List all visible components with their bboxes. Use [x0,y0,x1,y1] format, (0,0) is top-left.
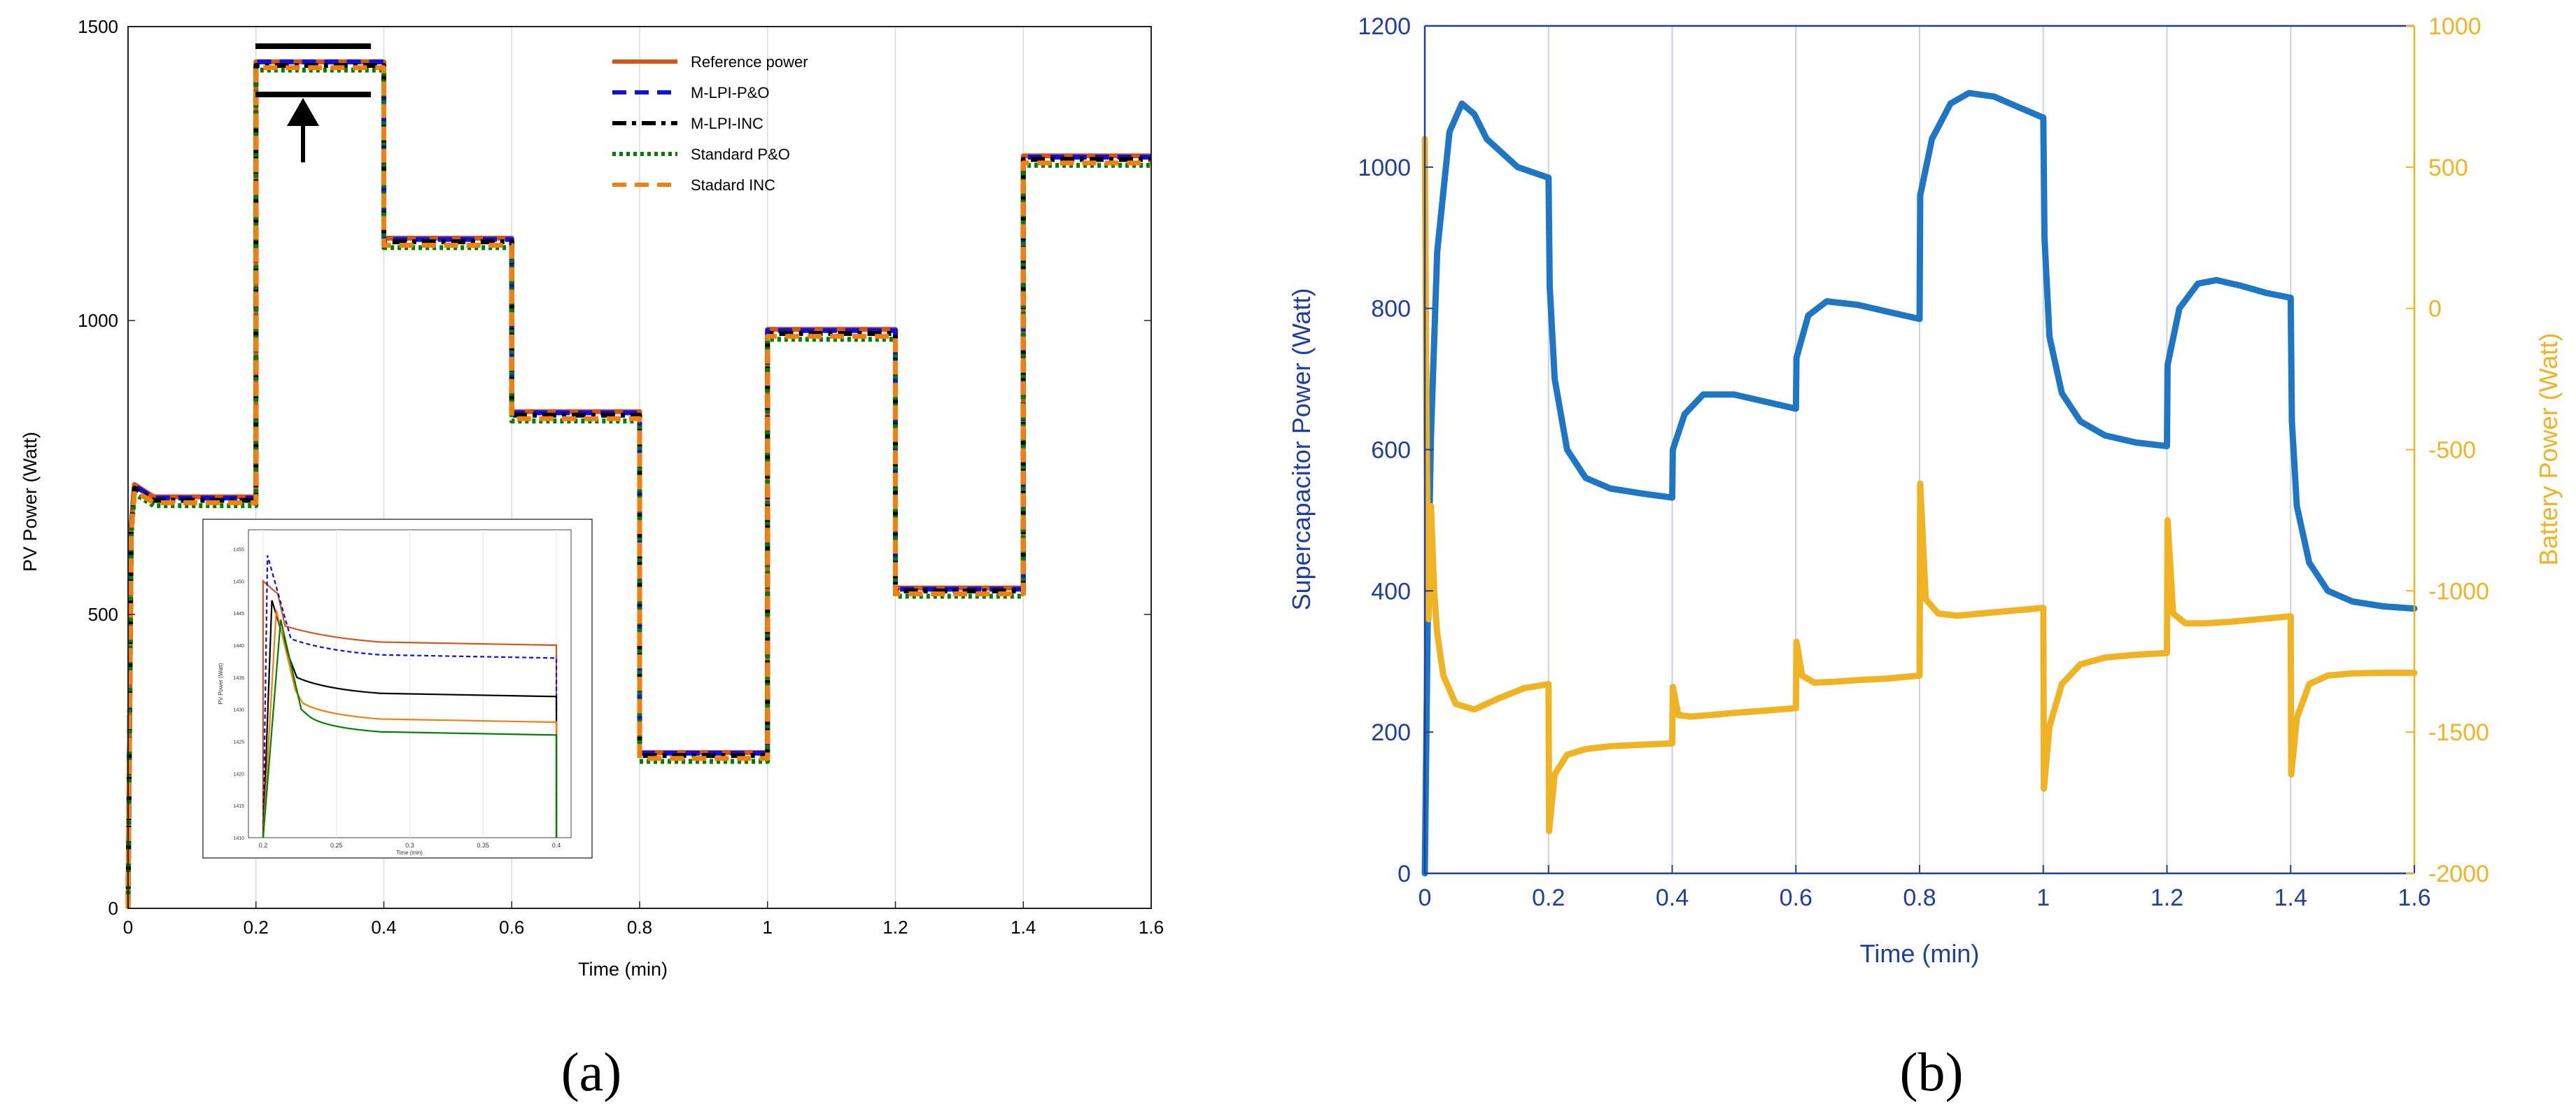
b-ylabel-left: Supercapacitor Power (Watt) [1287,288,1316,611]
a-xtick-label: 1.4 [1011,917,1036,938]
a-ytick-label: 500 [88,604,118,625]
a-xtick-label: 0.6 [499,917,524,938]
inset-ytick-label: 1450 [233,579,244,584]
inset-ylabel: PV Power (Watt) [218,663,224,705]
inset-ytick-label: 1425 [233,740,244,745]
a-xlabel: Time (min) [578,959,668,980]
zoom-annotation [255,43,371,162]
a-xtick-label: 0.2 [244,917,269,938]
inset-ytick-label: 1430 [233,708,244,713]
b-series-line-supercapacitor-power [1421,90,2418,877]
inset-series-line-m-lpi-p-o [262,555,558,838]
a-xtick-label: 1.6 [1139,917,1164,938]
b-xtick-label: 0.2 [1532,885,1565,911]
legend-label: Stadard INC [691,176,775,194]
inset-xtick-label: 0.3 [405,842,414,849]
a-ytick-label: 0 [108,898,118,919]
a-ytick-label: 1500 [78,16,118,37]
b-ytick-label-right: -500 [2428,437,2476,464]
legend-entry-m-lpi-inc: M-LPI-INC [612,115,763,132]
b-ytick-label-left: 1200 [1358,13,1411,40]
legend-entry-reference-power: Reference power [612,53,808,71]
b-ytick-label-right: 500 [2428,155,2468,181]
b-xtick-label: 0.6 [1780,885,1813,911]
inset-ytick-label: 1455 [233,548,244,553]
inset-xtick-label: 0.2 [259,842,268,849]
a-xtick-label: 1 [763,917,773,938]
b-ytick-label-left: 800 [1371,296,1411,323]
a-xtick-label: 0.4 [371,917,396,938]
panel-a-label: (a) [561,1041,622,1102]
panel-b-label: (b) [1900,1041,1964,1102]
inset-xtick-label: 0.35 [477,842,490,849]
inset-ytick-label: 1415 [233,804,244,809]
a-xtick-label: 1.2 [882,917,908,938]
b-ytick-label-right: -1000 [2428,578,2489,605]
b-xlabel: Time (min) [1860,939,1980,968]
a-ticks: 0 0.2 0.4 0.6 0.8 1 1.2 1.4 1.6 0 500 1000 1500 [78,16,1164,938]
panel-b: 0 0.2 0.4 0.6 0.8 1 1.2 1.4 1.6 0 200 400 600 800 1000… [1287,13,2563,1102]
b-ytick-label-left: 0 [1398,861,1411,887]
inset-series-line-reference-power [262,579,558,838]
b-ytick-label-left: 600 [1371,437,1411,464]
a-xtick-label: 0 [123,917,133,938]
b-xtick-label: 0 [1419,885,1432,911]
inset-ytick-label: 1440 [233,644,244,649]
b-ytick-label-right: -2000 [2428,861,2489,887]
b-xtick-label: 1.2 [2151,885,2183,911]
legend-label: Reference power [691,53,808,71]
b-ylabel-right: Battery Power (Watt) [2534,333,2563,566]
a-legend: Reference power M-LPI-P&O M-LPI-INC Stan… [612,53,808,194]
a-series-line-standard-p-o [125,67,1151,909]
inset-series-group [262,555,558,838]
b-xtick-label: 1.6 [2398,885,2430,911]
panel-a: 0 0.2 0.4 0.6 0.8 1 1.2 1.4 1.6 0 500 1000 1500 Refe… [20,16,1164,1102]
a-ytick-label: 1000 [78,310,118,331]
inset-series-line-m-lpi-inc [262,600,558,838]
b-series-group [1421,90,2418,877]
b-ytick-label-right: 0 [2428,296,2442,323]
inset-ytick-label: 1445 [233,612,244,617]
inset-ytick-label: 1420 [233,772,244,777]
a-inset: 0.2 0.25 0.3 0.35 0.4 1410 1415 1420 1425 1430 143… [202,519,593,859]
b-ytick-label-left: 400 [1371,578,1411,605]
legend-label: M-LPI-P&O [691,84,769,101]
b-ticks: 0 0.2 0.4 0.6 0.8 1 1.2 1.4 1.6 0 200 400 600 800 1000… [1358,13,2489,911]
a-series-line-stadard-inc [125,65,1151,909]
legend-entry-stadard-inc: Stadard INC [612,176,775,194]
b-ytick-label-left: 200 [1371,719,1411,746]
b-xtick-label: 1 [2036,885,2050,911]
legend-label: Standard P&O [691,146,790,163]
a-series-group [125,59,1151,909]
legend-label: M-LPI-INC [691,115,763,132]
a-ylabel: PV Power (Watt) [20,432,41,572]
inset-ytick-label: 1410 [233,836,244,841]
b-series-line-battery-power [1421,136,2418,834]
inset-series-line-standard-p-o [262,619,558,838]
b-xtick-label: 1.4 [2274,885,2307,911]
b-ytick-label-right: 1000 [2428,13,2482,40]
b-xtick-label: 0.8 [1903,885,1936,911]
inset-xtick-label: 0.4 [552,842,561,849]
b-ytick-label-right: -1500 [2428,719,2489,746]
legend-entry-standard-po: Standard P&O [612,146,790,163]
inset-ticks: 0.2 0.25 0.3 0.35 0.4 1410 1415 1420 1425 1430 143… [233,548,561,850]
inset-series-line-stadard-inc [262,610,558,838]
legend-entry-m-lpi-po: M-LPI-P&O [612,84,769,101]
a-xtick-label: 0.8 [627,917,652,938]
zoom-arrow-head [287,98,319,126]
inset-ytick-label: 1435 [233,676,244,681]
b-xtick-label: 0.4 [1656,885,1689,911]
inset-xtick-label: 0.25 [330,842,343,849]
b-ytick-label-left: 1000 [1358,155,1411,181]
inset-xlabel: Time (min) [396,850,423,856]
